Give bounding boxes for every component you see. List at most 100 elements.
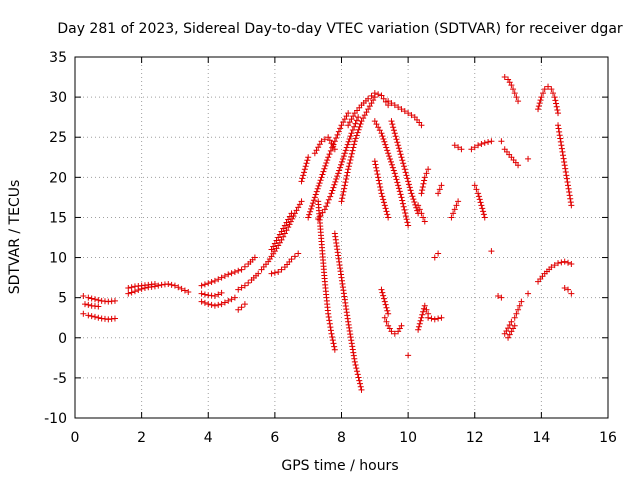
data-point	[420, 308, 427, 315]
y-axis-label: SDTVAR / TECUs	[7, 180, 23, 295]
data-point	[331, 346, 338, 353]
data-point	[305, 154, 312, 161]
data-point	[403, 172, 410, 179]
data-point	[561, 158, 568, 165]
data-point	[345, 138, 352, 145]
chart-title: Day 281 of 2023, Sidereal Day-to-day VTE…	[57, 21, 623, 37]
data-point	[198, 290, 205, 297]
data-point	[95, 314, 102, 321]
data-point	[385, 150, 392, 157]
data-point	[286, 213, 293, 220]
data-point	[314, 185, 321, 192]
data-point	[481, 139, 488, 146]
data-point	[278, 228, 285, 235]
data-point	[339, 195, 346, 202]
data-point	[398, 106, 405, 113]
data-point	[235, 267, 242, 274]
axis-ticks: 0 2 4 6 8 10 12 14 16 -10 -5 0 5 10 15 20 25 30 35	[44, 50, 617, 446]
series-arc-10.2-low	[415, 302, 432, 333]
data-point	[221, 273, 228, 280]
data-point	[302, 163, 309, 170]
data-point	[401, 206, 408, 213]
data-point	[488, 138, 495, 145]
data-point	[380, 196, 387, 203]
data-point	[128, 289, 135, 296]
data-point	[351, 355, 358, 362]
data-point	[327, 324, 334, 331]
data-point	[298, 178, 305, 185]
data-point	[471, 144, 478, 151]
data-point	[506, 321, 513, 328]
data-point	[338, 122, 345, 129]
data-point	[225, 271, 232, 278]
data-point	[340, 119, 347, 126]
data-point	[564, 179, 571, 186]
data-point	[341, 182, 348, 189]
data-point	[293, 207, 300, 214]
data-point	[391, 170, 398, 177]
x-tick-label: 2	[137, 430, 146, 446]
y-tick-label: -10	[44, 411, 67, 427]
data-point	[345, 166, 352, 173]
data-point	[299, 175, 306, 182]
data-point	[85, 294, 92, 301]
data-point	[295, 204, 302, 211]
data-point	[395, 185, 402, 192]
data-point	[331, 146, 338, 153]
series-arc-11h-pts	[435, 182, 445, 197]
data-point	[336, 167, 343, 174]
data-point	[562, 168, 569, 175]
series-arc-10.5-mid	[418, 166, 432, 197]
series-arc-6h-b	[268, 250, 302, 277]
data-point	[327, 147, 334, 154]
data-point	[401, 108, 408, 115]
data-point	[553, 103, 560, 110]
data-point	[380, 199, 387, 206]
data-point	[198, 298, 205, 305]
series-arc-13h-low	[501, 298, 525, 337]
data-point	[566, 192, 573, 199]
data-point	[352, 120, 359, 127]
data-point	[341, 150, 348, 157]
data-point	[396, 148, 403, 155]
data-point	[355, 374, 362, 381]
data-point	[280, 225, 287, 232]
data-point	[535, 103, 542, 110]
data-point	[351, 141, 358, 148]
y-tick-label: 25	[49, 130, 67, 146]
data-point	[328, 190, 335, 197]
data-point	[283, 219, 290, 226]
series-arc-6h-a	[258, 198, 305, 273]
data-point	[416, 206, 423, 213]
data-point	[349, 127, 356, 134]
data-point	[326, 320, 333, 327]
data-point	[379, 133, 386, 140]
data-point	[559, 148, 566, 155]
series-arc-10.3-down	[415, 202, 428, 225]
data-point	[151, 281, 158, 288]
series-arc-8h-drop	[331, 230, 365, 393]
data-point	[275, 234, 282, 241]
data-point	[329, 337, 336, 344]
data-point	[386, 153, 393, 160]
data-point	[398, 154, 405, 161]
data-point	[321, 165, 328, 172]
data-point	[397, 191, 404, 198]
data-point	[387, 155, 394, 162]
data-point	[393, 176, 400, 183]
data-point	[338, 198, 345, 205]
series-arc-12.7-low	[495, 293, 505, 301]
data-point	[548, 86, 555, 93]
data-point	[318, 138, 325, 145]
data-point	[323, 203, 330, 210]
data-point	[565, 182, 572, 189]
data-point	[304, 157, 311, 164]
data-point	[201, 291, 208, 298]
data-point	[476, 196, 483, 203]
data-point	[198, 282, 205, 289]
data-point	[481, 214, 488, 221]
data-point	[335, 128, 342, 135]
data-point	[565, 286, 572, 293]
data-point	[308, 202, 315, 209]
